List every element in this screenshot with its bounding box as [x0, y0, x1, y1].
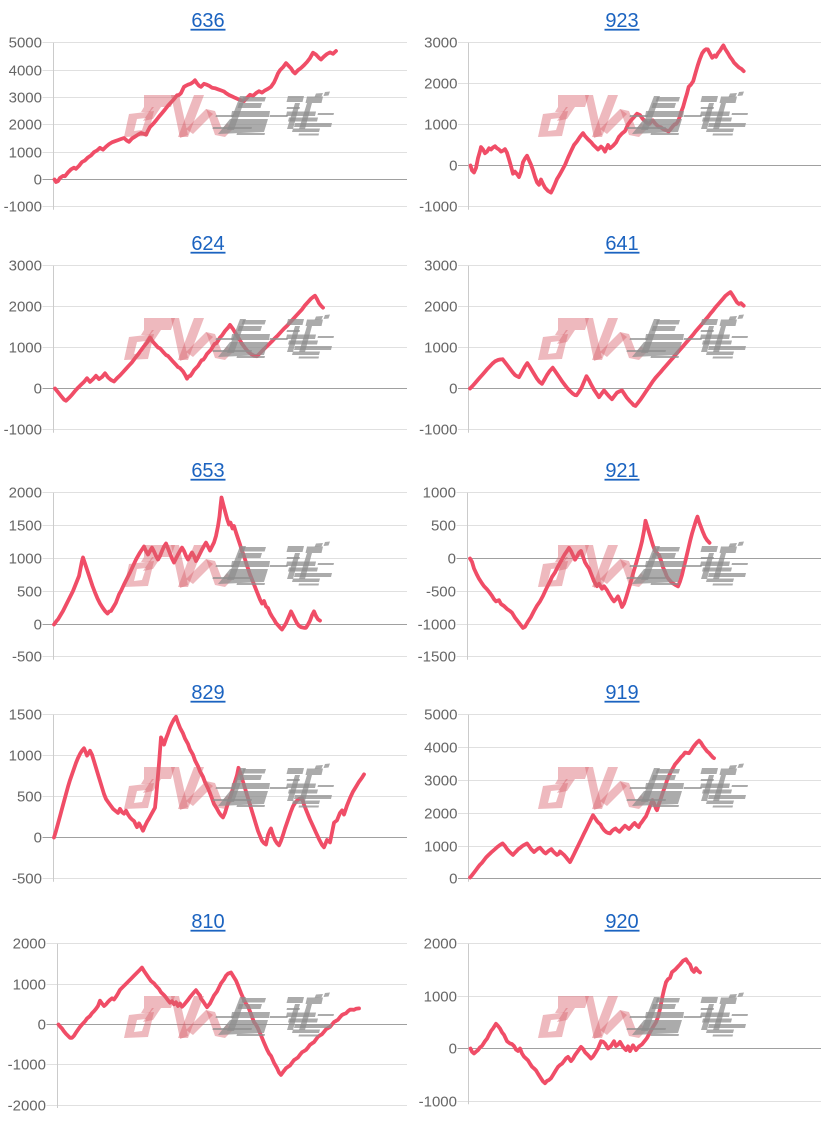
svg-text:-500: -500: [12, 649, 42, 666]
svg-text:0: 0: [38, 1016, 46, 1033]
svg-text:829: 829: [191, 682, 224, 704]
svg-text:-1000: -1000: [418, 1093, 456, 1110]
svg-text:653: 653: [191, 460, 224, 482]
svg-text:1000: 1000: [9, 145, 42, 162]
svg-text:636: 636: [191, 10, 224, 32]
svg-text:3000: 3000: [9, 90, 42, 107]
svg-text:624: 624: [191, 233, 224, 255]
svg-text:1000: 1000: [424, 340, 457, 357]
svg-text:0: 0: [449, 158, 457, 175]
svg-text:3000: 3000: [424, 258, 457, 275]
svg-text:1000: 1000: [9, 551, 42, 568]
svg-text:0: 0: [447, 551, 455, 568]
svg-text:-500: -500: [12, 870, 42, 887]
svg-text:920: 920: [605, 911, 638, 933]
svg-text:0: 0: [448, 1040, 456, 1057]
svg-text:2000: 2000: [9, 299, 42, 316]
svg-text:2000: 2000: [423, 935, 456, 952]
svg-text:-1000: -1000: [8, 1056, 46, 1073]
svg-text:-1000: -1000: [419, 199, 457, 216]
svg-text:-500: -500: [425, 584, 455, 601]
svg-text:919: 919: [605, 682, 638, 704]
svg-text:2000: 2000: [13, 935, 46, 952]
svg-text:5000: 5000: [9, 35, 42, 52]
svg-text:921: 921: [605, 460, 638, 482]
svg-text:3000: 3000: [424, 35, 457, 52]
svg-text:-1000: -1000: [417, 617, 455, 634]
svg-text:1000: 1000: [422, 485, 455, 502]
svg-text:2000: 2000: [424, 805, 457, 822]
svg-text:0: 0: [449, 870, 457, 887]
svg-text:1500: 1500: [9, 518, 42, 535]
svg-text:-1500: -1500: [417, 649, 455, 666]
svg-text:500: 500: [17, 788, 42, 805]
svg-text:810: 810: [191, 911, 224, 933]
svg-text:-2000: -2000: [8, 1097, 46, 1114]
svg-text:0: 0: [34, 829, 42, 846]
svg-text:500: 500: [17, 584, 42, 601]
svg-text:2000: 2000: [424, 76, 457, 93]
svg-text:1000: 1000: [9, 340, 42, 357]
svg-text:923: 923: [605, 10, 638, 32]
svg-text:500: 500: [430, 518, 455, 535]
svg-text:1000: 1000: [13, 976, 46, 993]
svg-text:-1000: -1000: [4, 199, 42, 216]
svg-text:641: 641: [605, 233, 638, 255]
svg-text:3000: 3000: [9, 258, 42, 275]
svg-text:1000: 1000: [424, 838, 457, 855]
svg-text:2000: 2000: [9, 485, 42, 502]
svg-text:5000: 5000: [424, 706, 457, 723]
svg-text:0: 0: [34, 617, 42, 634]
svg-text:2000: 2000: [9, 117, 42, 134]
svg-text:1000: 1000: [423, 988, 456, 1005]
svg-text:0: 0: [449, 381, 457, 398]
svg-text:0: 0: [34, 172, 42, 189]
svg-text:1000: 1000: [424, 117, 457, 134]
svg-text:-1000: -1000: [419, 422, 457, 439]
svg-text:2000: 2000: [424, 299, 457, 316]
svg-text:0: 0: [34, 381, 42, 398]
svg-text:1500: 1500: [9, 706, 42, 723]
svg-text:3000: 3000: [424, 772, 457, 789]
svg-text:4000: 4000: [9, 63, 42, 80]
svg-text:4000: 4000: [424, 739, 457, 756]
svg-text:-1000: -1000: [4, 422, 42, 439]
svg-text:1000: 1000: [9, 747, 42, 764]
